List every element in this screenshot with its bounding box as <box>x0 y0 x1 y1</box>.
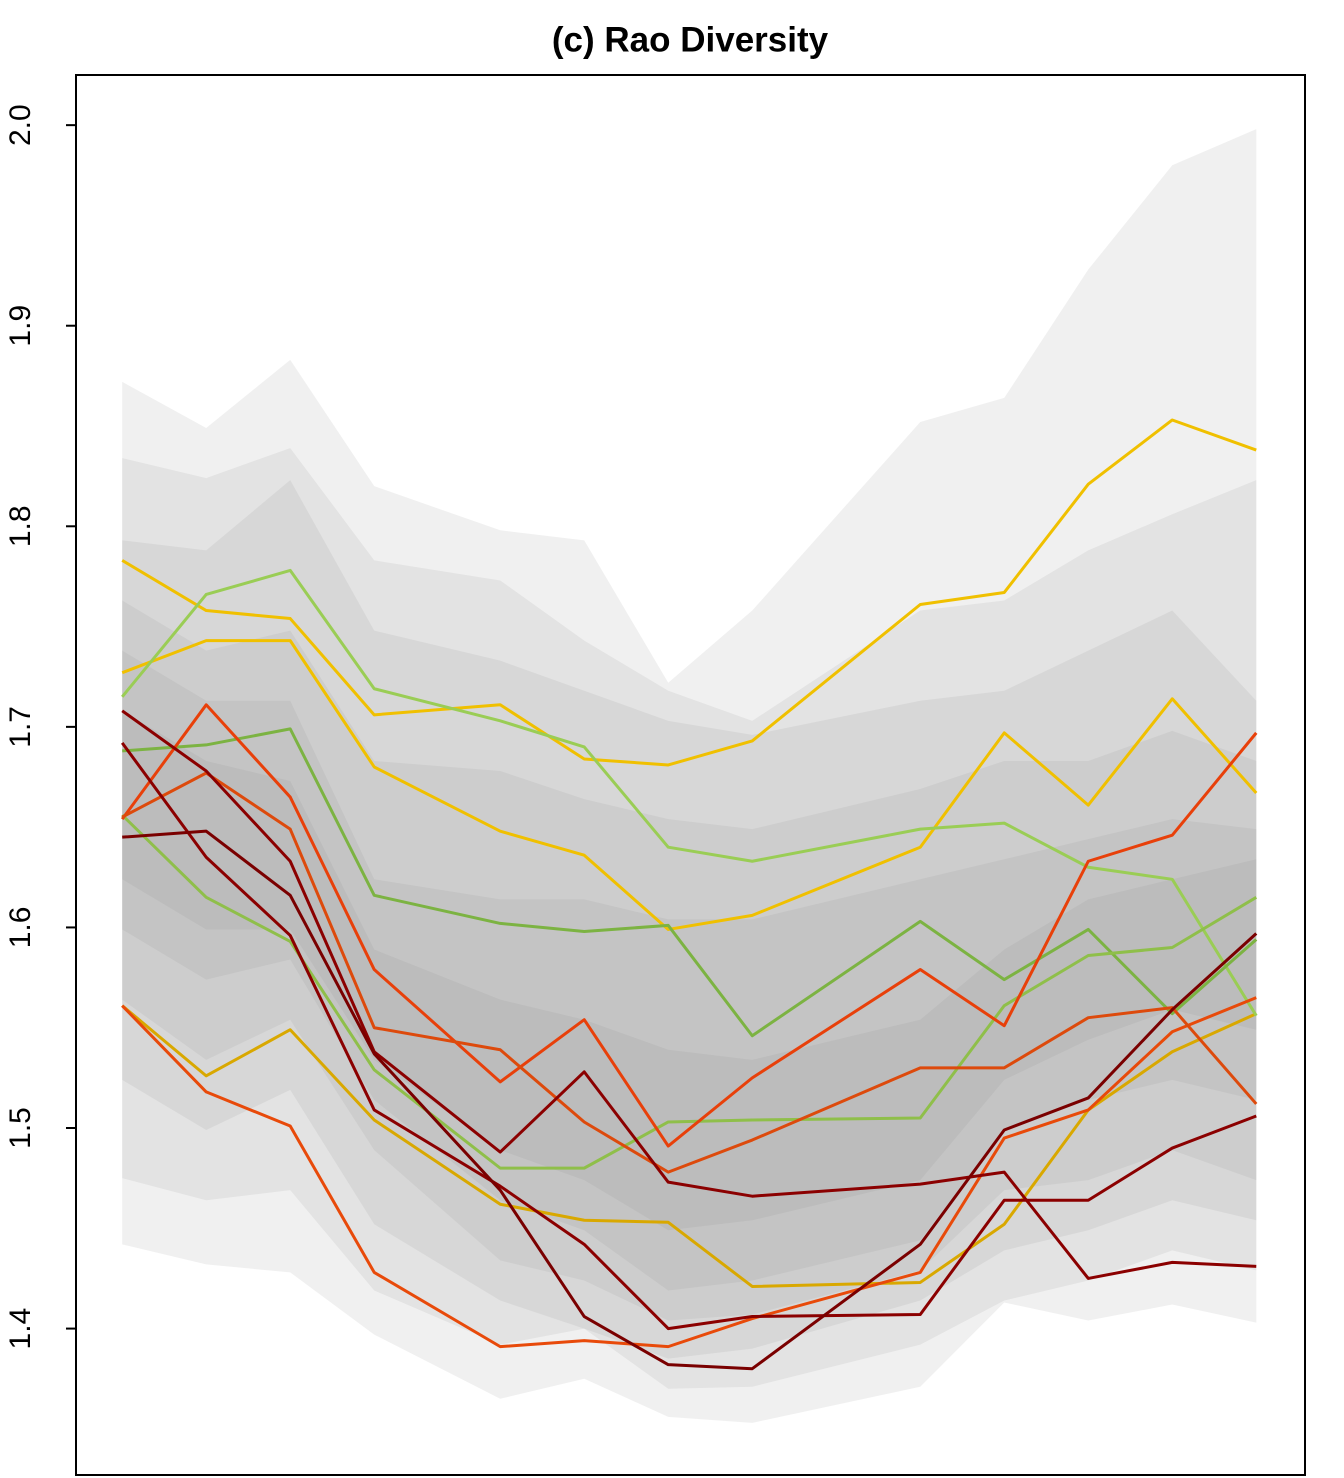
y-tick-label: 1.5 <box>4 1107 37 1149</box>
confidence-band <box>122 650 1257 1291</box>
confidence-band <box>122 129 1257 1423</box>
series-line <box>122 829 1258 1371</box>
series-line <box>121 639 1258 931</box>
plot-frame <box>75 74 1306 1476</box>
series-line <box>122 727 1258 1038</box>
y-tick-label: 1.9 <box>4 305 37 347</box>
y-tick-label: 1.6 <box>4 907 37 949</box>
series-line <box>121 814 1258 1170</box>
series-line <box>121 771 1258 1174</box>
y-tick-label: 1.7 <box>4 706 37 748</box>
y-tick-label: 1.4 <box>4 1308 37 1350</box>
confidence-band <box>122 710 1257 1231</box>
y-tick-label: 2.0 <box>4 104 37 146</box>
y-tick-label: 1.8 <box>4 505 37 547</box>
series-line <box>121 568 1258 1017</box>
confidence-band <box>122 480 1257 1359</box>
chart-title: (c) Rao Diversity <box>552 20 829 59</box>
series-line <box>121 996 1257 1349</box>
series-line <box>120 703 1258 1148</box>
series-line <box>120 742 1257 1331</box>
confidence-band <box>122 448 1257 1389</box>
series-line <box>121 418 1257 767</box>
series-line <box>121 709 1257 1280</box>
